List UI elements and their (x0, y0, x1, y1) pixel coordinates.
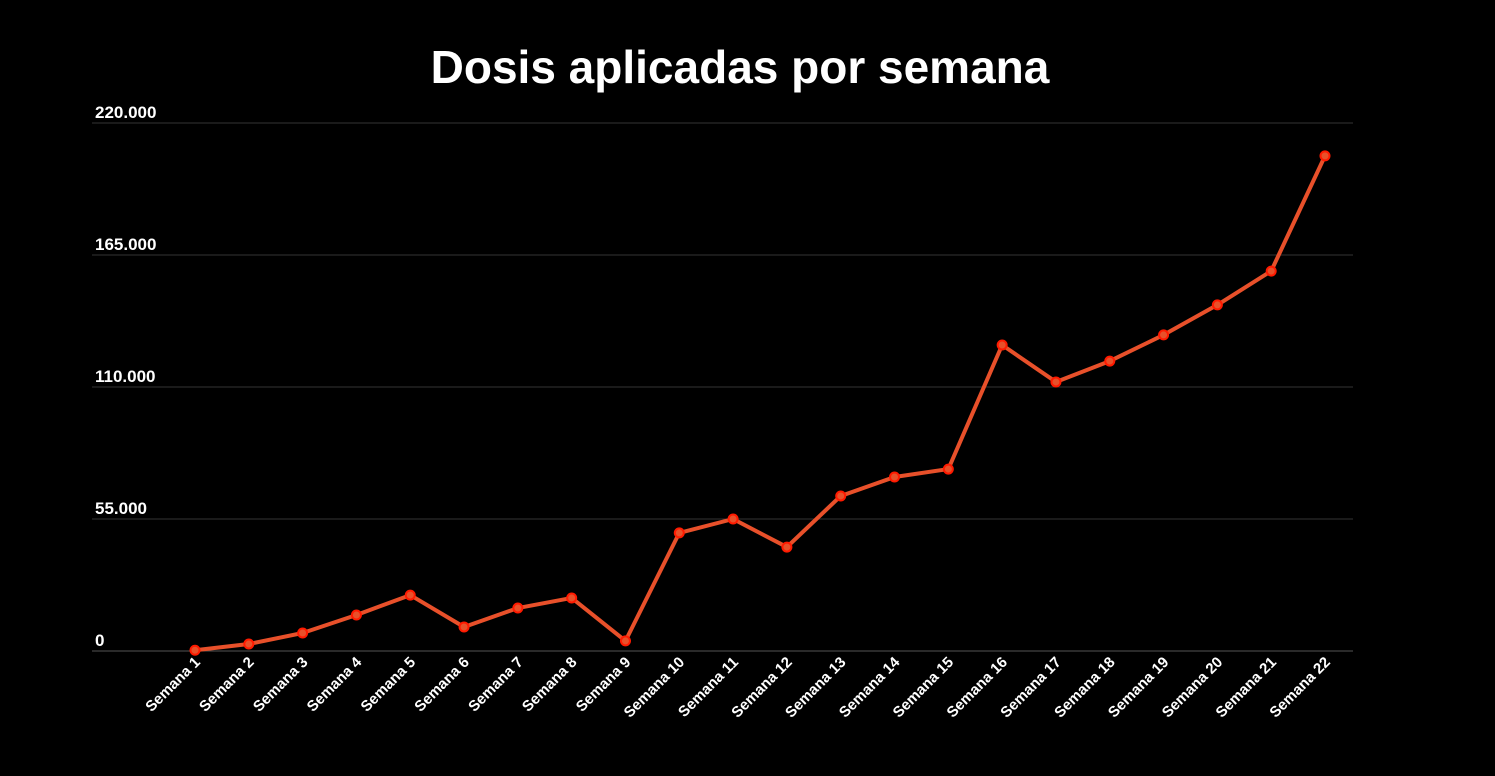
x-tick-label: Semana 6 (411, 654, 473, 716)
data-point[interactable] (297, 627, 309, 639)
data-point[interactable] (243, 638, 255, 650)
data-point[interactable] (619, 635, 631, 647)
data-point[interactable] (942, 463, 954, 475)
y-tick-label: 55.000 (95, 499, 147, 518)
data-point[interactable] (1104, 355, 1116, 367)
y-tick-label: 110.000 (95, 367, 156, 386)
data-point[interactable] (1050, 376, 1062, 388)
data-point[interactable] (404, 589, 416, 601)
x-tick-label: Semana 2 (196, 654, 258, 716)
data-point[interactable] (889, 471, 901, 483)
data-point[interactable] (781, 541, 793, 553)
y-tick-label: 220.000 (95, 103, 156, 122)
data-point[interactable] (1319, 150, 1331, 162)
y-tick-label: 0 (95, 631, 104, 650)
y-tick-label: 165.000 (95, 235, 156, 254)
data-point[interactable] (727, 513, 739, 525)
data-point[interactable] (673, 527, 685, 539)
x-tick-label: Semana 1 (142, 654, 204, 716)
data-point[interactable] (1158, 329, 1170, 341)
x-tick-label: Semana 5 (358, 654, 420, 716)
x-tick-label: Semana 7 (465, 654, 527, 716)
x-tick-label: Semana 4 (304, 653, 366, 715)
chart-title: Dosis aplicadas por semana (431, 41, 1050, 93)
data-point[interactable] (458, 621, 470, 633)
x-tick-label: Semana 8 (519, 654, 581, 716)
data-point[interactable] (996, 339, 1008, 351)
data-point[interactable] (1211, 299, 1223, 311)
data-point[interactable] (835, 490, 847, 502)
x-tick-label: Semana 3 (250, 654, 312, 716)
data-point[interactable] (1265, 265, 1277, 277)
data-point[interactable] (512, 602, 524, 614)
data-point[interactable] (350, 609, 362, 621)
series-line (194, 155, 1327, 653)
data-point[interactable] (189, 644, 201, 656)
data-point[interactable] (566, 592, 578, 604)
